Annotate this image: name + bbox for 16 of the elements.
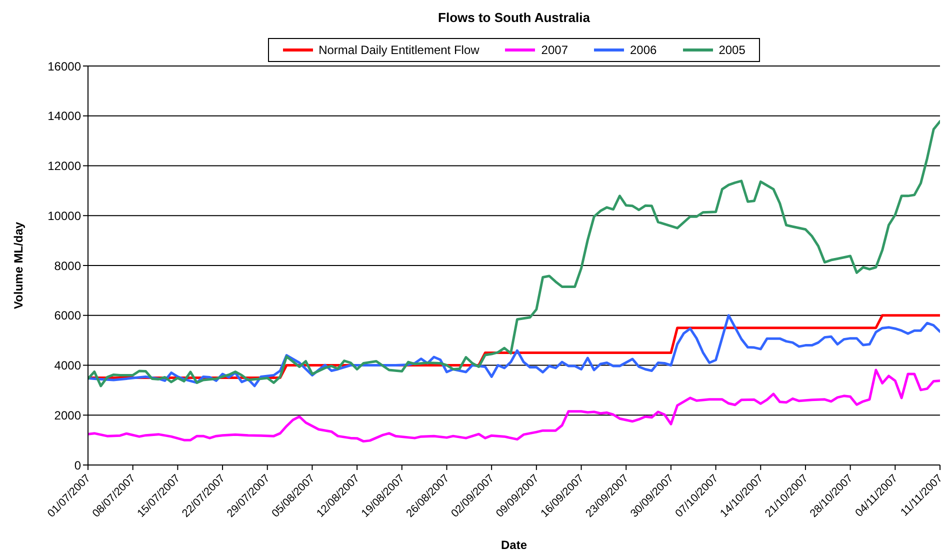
y-tick-label: 0 <box>74 458 82 472</box>
y-tick-label: 10000 <box>48 208 82 223</box>
legend-label: Normal Daily Entitlement Flow <box>318 43 480 57</box>
y-tick-label: 2000 <box>54 408 82 422</box>
y-tick-label: 12000 <box>48 159 82 174</box>
x-axis-title: Date <box>500 538 528 552</box>
y-tick-label: 14000 <box>48 109 82 124</box>
legend-label: 2006 <box>630 43 657 57</box>
y-tick-label: 8000 <box>54 258 82 273</box>
y-axis-title: Volume ML/day <box>11 222 26 310</box>
y-tick-label: 6000 <box>54 308 82 323</box>
y-tick-label: 4000 <box>54 358 82 373</box>
y-tick-label: 16000 <box>48 59 82 74</box>
legend-label: 2007 <box>541 43 568 57</box>
legend-label: 2005 <box>718 43 746 57</box>
chart-title: Flows to South Australia <box>437 10 591 25</box>
